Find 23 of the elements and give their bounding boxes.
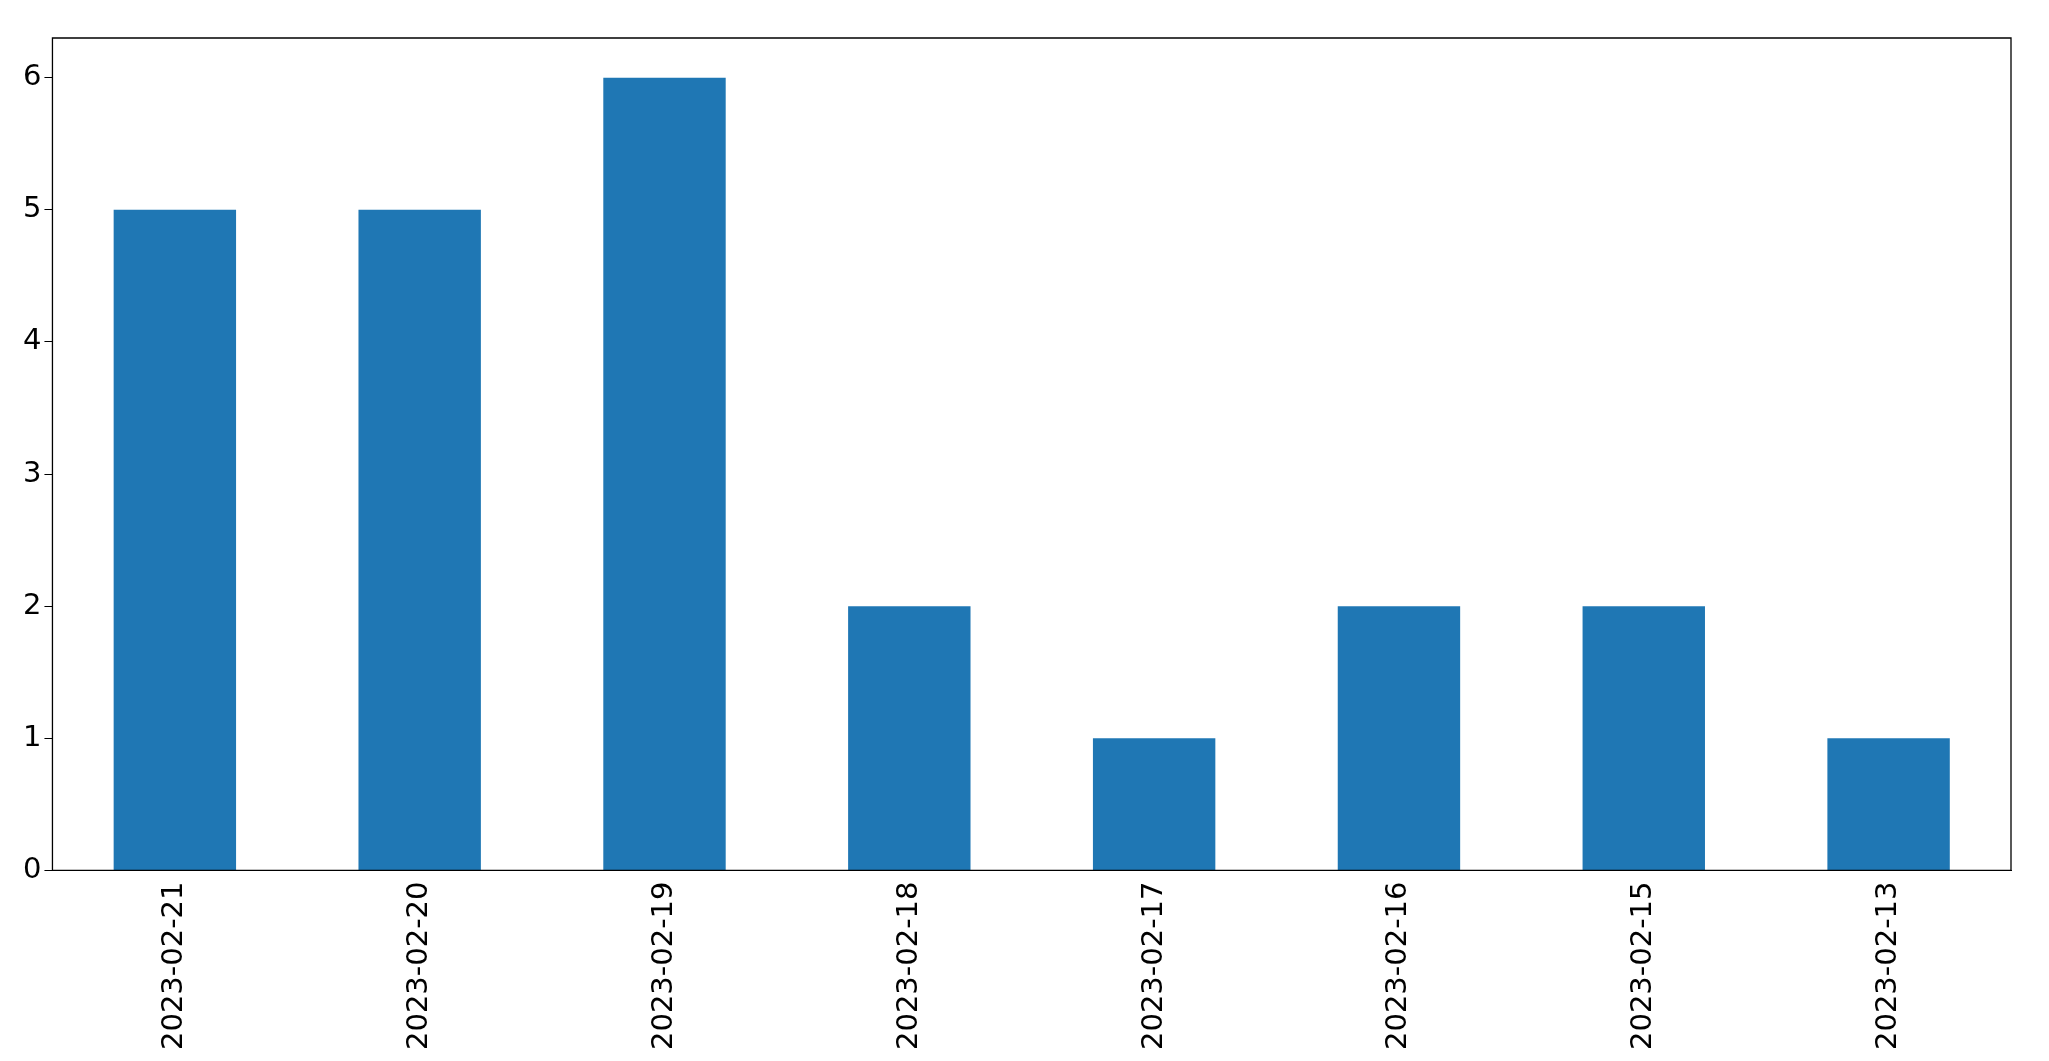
y-tick-label: 1 (23, 718, 42, 753)
x-tick-label: 2023-02-18 (889, 881, 924, 1051)
x-tick-label: 2023-02-16 (1379, 881, 1414, 1051)
x-tick-label: 2023-02-15 (1624, 881, 1659, 1051)
x-tick-label: 2023-02-17 (1134, 881, 1169, 1051)
bar (113, 209, 237, 870)
y-tick-label: 2 (23, 586, 42, 621)
x-tick-label: 2023-02-21 (155, 881, 190, 1051)
x-tick-label: 2023-02-20 (400, 881, 435, 1051)
y-tick-label: 4 (23, 322, 42, 357)
y-tick-label: 0 (23, 851, 42, 885)
bar (1337, 606, 1461, 870)
bar (1582, 606, 1705, 870)
bar (358, 209, 481, 870)
x-tick-label: 2023-02-19 (645, 881, 680, 1051)
x-tick-label: 2023-02-13 (1869, 881, 1904, 1051)
bar (603, 77, 726, 870)
y-tick-label: 3 (23, 454, 42, 489)
y-tick-label: 6 (23, 58, 42, 93)
bar (1827, 738, 1950, 870)
bar (848, 606, 971, 870)
bar (1092, 738, 1216, 870)
y-tick-label: 5 (23, 190, 42, 225)
